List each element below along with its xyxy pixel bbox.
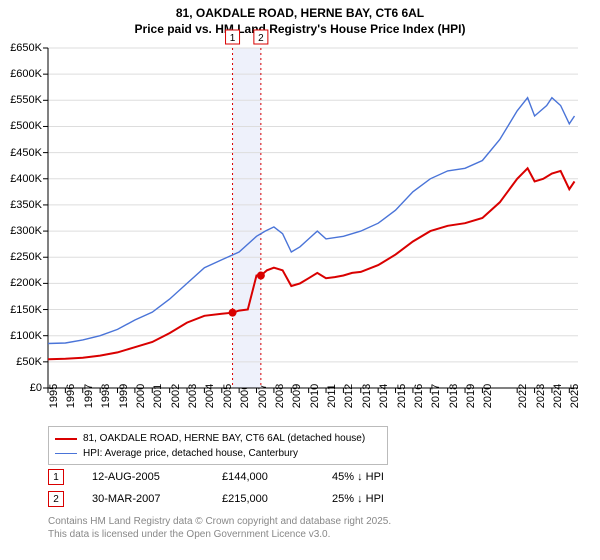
legend-swatch [55, 438, 77, 440]
legend-swatch [55, 453, 77, 454]
marker-diff: 25% ↓ HPI [332, 493, 452, 505]
legend-label: 81, OAKDALE ROAD, HERNE BAY, CT6 6AL (de… [83, 433, 365, 444]
y-tick-label: £100K [0, 330, 42, 342]
y-tick-label: £450K [0, 147, 42, 159]
y-tick-label: £500K [0, 120, 42, 132]
y-tick-label: £200K [0, 277, 42, 289]
y-tick-label: £600K [0, 68, 42, 80]
chart-container: 81, OAKDALE ROAD, HERNE BAY, CT6 6AL Pri… [0, 0, 600, 560]
legend: 81, OAKDALE ROAD, HERNE BAY, CT6 6AL (de… [48, 426, 388, 465]
y-tick-label: £0 [0, 382, 42, 394]
footer-line-1: Contains HM Land Registry data © Crown c… [48, 516, 391, 529]
y-tick-label: £400K [0, 173, 42, 185]
footer-attribution: Contains HM Land Registry data © Crown c… [48, 516, 391, 541]
marker-row: 2 30-MAR-2007£215,00025% ↓ HPI [48, 488, 578, 510]
y-tick-label: £50K [0, 356, 42, 368]
marker-row: 1 12-AUG-2005£144,00045% ↓ HPI [48, 466, 578, 488]
legend-label: HPI: Average price, detached house, Cant… [83, 448, 298, 459]
marker-number: 2 [48, 491, 64, 507]
plot-svg: 12 [48, 48, 578, 388]
y-tick-label: £550K [0, 94, 42, 106]
svg-text:2: 2 [258, 33, 264, 44]
legend-item: 81, OAKDALE ROAD, HERNE BAY, CT6 6AL (de… [55, 431, 381, 446]
y-tick-label: £150K [0, 304, 42, 316]
chart-title: 81, OAKDALE ROAD, HERNE BAY, CT6 6AL Pri… [0, 0, 600, 37]
y-tick-label: £250K [0, 251, 42, 263]
marker-price: £215,000 [222, 493, 332, 505]
plot-area: 12 [48, 48, 578, 388]
marker-number: 1 [48, 469, 64, 485]
y-tick-label: £300K [0, 225, 42, 237]
y-tick-label: £350K [0, 199, 42, 211]
title-line-2: Price paid vs. HM Land Registry's House … [0, 22, 600, 38]
marker-date: 12-AUG-2005 [92, 471, 222, 483]
y-tick-label: £650K [0, 42, 42, 54]
marker-diff: 45% ↓ HPI [332, 471, 452, 483]
legend-item: HPI: Average price, detached house, Cant… [55, 446, 381, 461]
marker-price: £144,000 [222, 471, 332, 483]
footer-line-2: This data is licensed under the Open Gov… [48, 529, 391, 542]
marker-table: 1 12-AUG-2005£144,00045% ↓ HPI 2 30-MAR-200… [48, 466, 578, 510]
title-line-1: 81, OAKDALE ROAD, HERNE BAY, CT6 6AL [0, 6, 600, 22]
marker-date: 30-MAR-2007 [92, 493, 222, 505]
svg-text:1: 1 [230, 33, 236, 44]
